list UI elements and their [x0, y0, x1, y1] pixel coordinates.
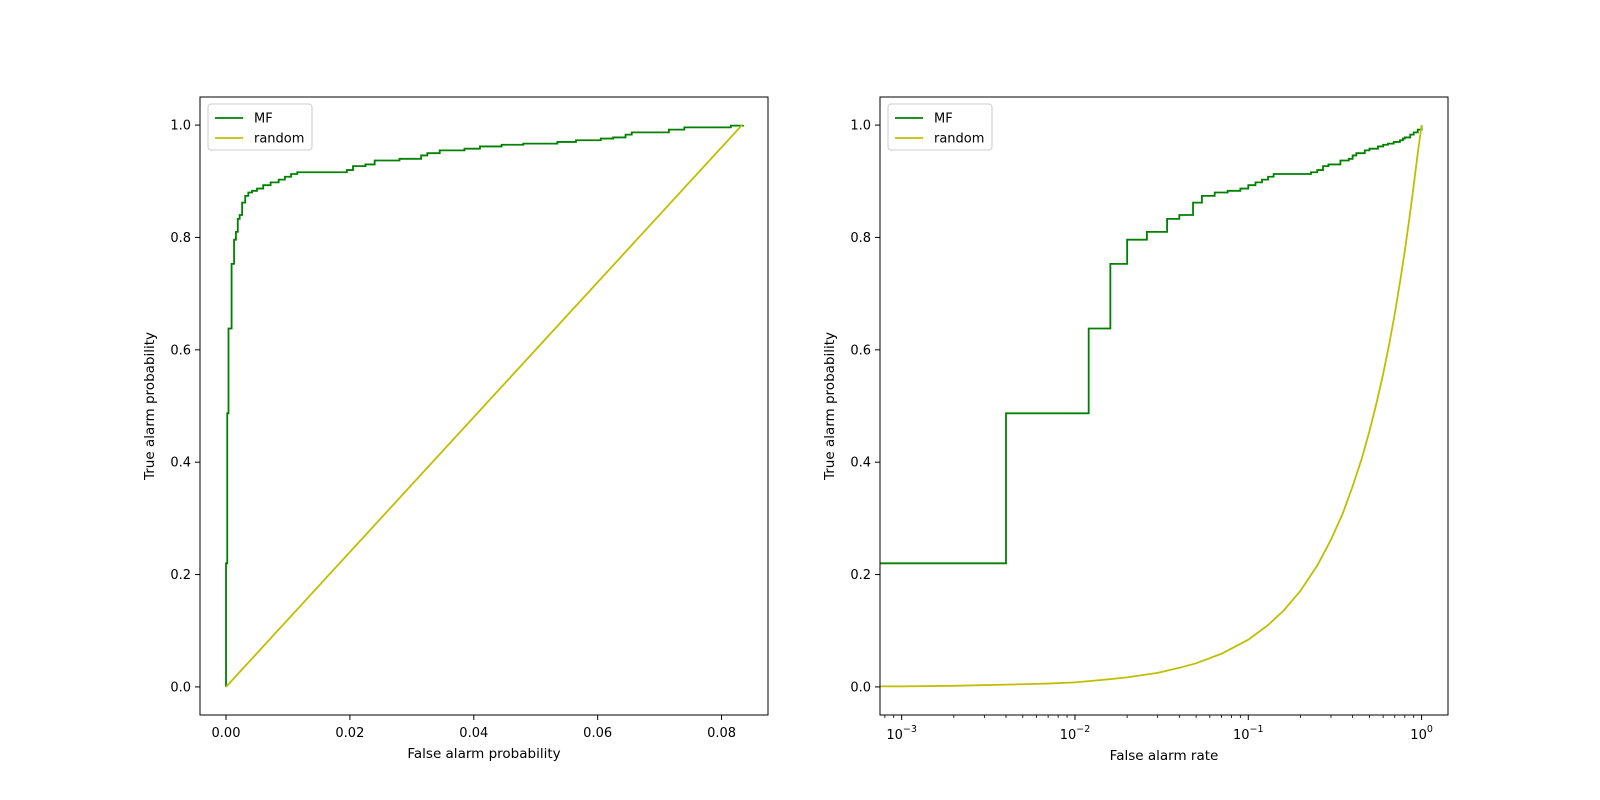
y-axis-label: True alarm probability — [142, 332, 158, 481]
legend-label-random: random — [934, 132, 984, 147]
y-tick-label: 1.0 — [170, 119, 191, 134]
x-tick-label-exponent: 0 — [1427, 724, 1433, 735]
y-tick-label: 0.6 — [850, 343, 871, 358]
y-tick-label: 0.8 — [170, 231, 191, 246]
x-tick-label-exponent: −3 — [903, 724, 917, 735]
legend: MF random — [207, 103, 313, 151]
x-axis-label: False alarm probability — [407, 746, 560, 762]
x-tick-label-base: 10 — [886, 728, 903, 743]
x-tick-label: 0.00 — [212, 726, 241, 741]
x-tick-label: 10−1 — [1233, 724, 1264, 743]
x-tick-label: 100 — [1410, 724, 1433, 743]
x-tick-label-exponent: −2 — [1076, 724, 1090, 735]
series-line-mf — [880, 125, 1423, 565]
y-tick-label: 0.4 — [850, 456, 871, 471]
series-line-mf — [225, 124, 745, 687]
y-axis-label: True alarm probability — [822, 332, 838, 481]
x-tick-label-exponent: −1 — [1250, 724, 1264, 735]
legend-label-mf: MF — [934, 112, 953, 127]
legend-label-random: random — [254, 132, 304, 147]
y-tick-label: 0.2 — [850, 568, 871, 583]
y-tick-label: 0.0 — [850, 680, 871, 695]
legend: MF random — [887, 103, 993, 151]
y-tick-label: 0.4 — [170, 456, 191, 471]
x-tick-label: 0.06 — [583, 726, 612, 741]
y-tick-label: 1.0 — [850, 119, 871, 134]
x-tick-label: 0.02 — [335, 726, 364, 741]
series-line-random — [225, 124, 743, 688]
y-tick-label: 0.0 — [170, 680, 191, 695]
x-tick-label-base: 10 — [1410, 728, 1427, 743]
x-tick-label: 0.04 — [459, 726, 488, 741]
x-tick-label-base: 10 — [1233, 728, 1250, 743]
y-tick-label: 0.8 — [850, 231, 871, 246]
legend-label-mf: MF — [254, 112, 273, 127]
y-tick-label: 0.2 — [170, 568, 191, 583]
y-tick-label: 0.6 — [170, 343, 191, 358]
x-tick-label: 10−3 — [886, 724, 917, 743]
axes-frame — [199, 96, 769, 716]
x-tick-label: 0.08 — [707, 726, 736, 741]
series-line-random — [880, 124, 1423, 688]
x-tick-label: 10−2 — [1060, 724, 1091, 743]
x-axis-label: False alarm rate — [1110, 748, 1219, 764]
axes-frame — [879, 96, 1449, 716]
x-tick-label-base: 10 — [1060, 728, 1077, 743]
subplot-1: 0.00 0.02 0.04 0.06 0.08 0.0 0.2 0.4 0.6 0.8 1.0 Fa… — [142, 96, 769, 762]
